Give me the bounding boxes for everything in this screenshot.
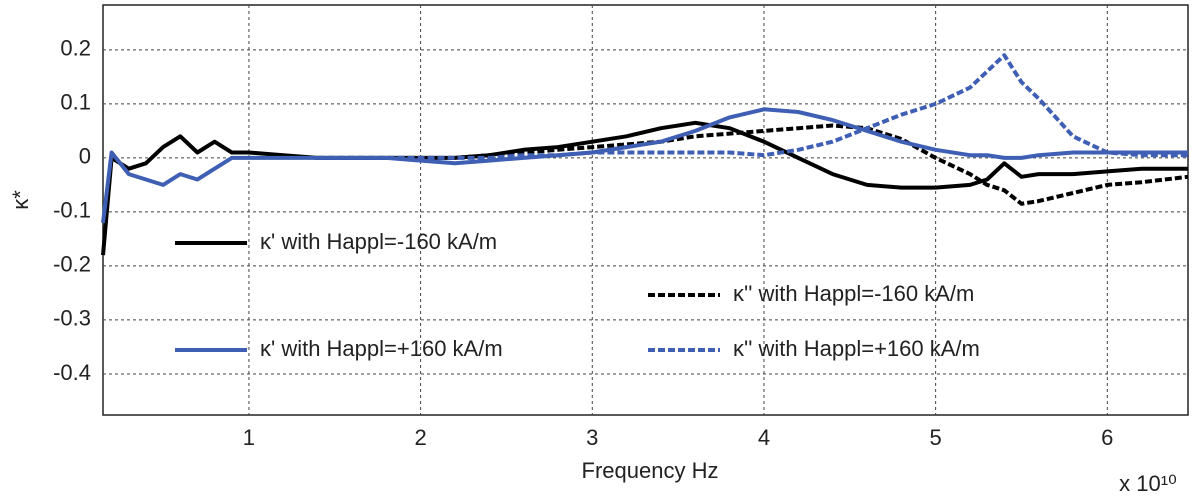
x-tick-label: 1: [243, 425, 255, 450]
y-tick-label: -0.2: [53, 252, 91, 277]
y-tick-label: -0.4: [53, 360, 91, 385]
x-axis-label: Frequency Hz: [582, 458, 719, 483]
y-tick-label: -0.1: [53, 198, 91, 223]
y-tick-label: 0.1: [60, 90, 91, 115]
x-tick-label: 3: [586, 425, 598, 450]
legend-label: κ' with Happl=+160 kA/m: [260, 336, 503, 361]
legend-label: κ' with Happl=-160 kA/m: [260, 229, 497, 254]
x-tick-label: 5: [930, 425, 942, 450]
legend-label: κ'' with Happl=+160 kA/m: [733, 336, 980, 361]
series-line: [101, 120, 1188, 256]
series-line: [317, 53, 1188, 160]
y-tick-label: 0.2: [60, 36, 91, 61]
x-tick-label: 4: [758, 425, 770, 450]
y-tick-label: -0.3: [53, 306, 91, 331]
y-axis-label: κ*: [8, 190, 33, 210]
x-multiplier: x 10¹⁰: [1119, 471, 1177, 496]
x-tick-label: 2: [414, 425, 426, 450]
series-line: [101, 107, 1188, 223]
legend-label: κ'' with Happl=-160 kA/m: [733, 281, 974, 306]
y-tick-label: 0: [79, 144, 91, 169]
x-tick-label: 6: [1101, 425, 1113, 450]
